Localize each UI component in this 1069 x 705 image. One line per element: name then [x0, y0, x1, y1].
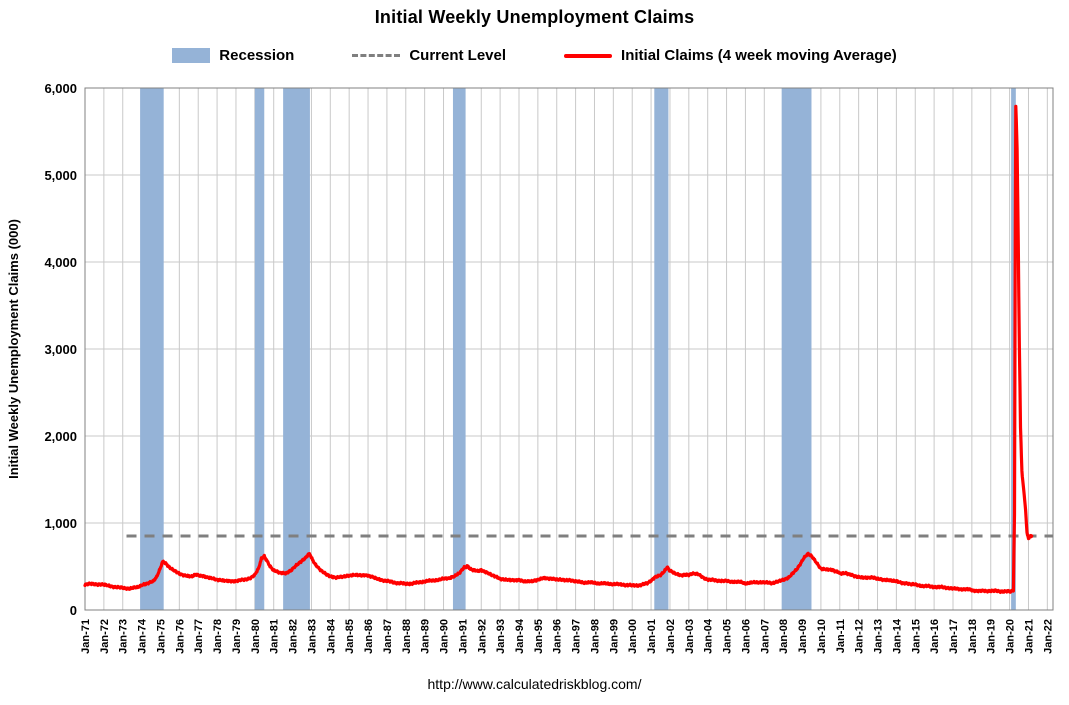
- svg-text:Jan-82: Jan-82: [288, 619, 300, 654]
- page-title: Initial Weekly Unemployment Claims: [374, 7, 695, 27]
- svg-text:1,000: 1,000: [44, 516, 77, 531]
- svg-text:4,000: 4,000: [44, 255, 77, 270]
- svg-text:Jan-97: Jan-97: [571, 619, 583, 654]
- svg-text:Jan-98: Jan-98: [589, 619, 601, 654]
- svg-text:Jan-78: Jan-78: [212, 619, 224, 654]
- svg-text:Jan-81: Jan-81: [269, 619, 281, 654]
- svg-text:Initial Weekly Unemployment Cl: Initial Weekly Unemployment Claims (000): [6, 219, 21, 479]
- svg-text:Jan-85: Jan-85: [344, 619, 356, 654]
- svg-text:Jan-00: Jan-00: [627, 619, 639, 654]
- current-level-dash-swatch: [352, 54, 401, 57]
- svg-text:Jan-95: Jan-95: [533, 619, 545, 654]
- svg-text:Jan-13: Jan-13: [873, 619, 885, 654]
- chart-legend: Recession Current Level Initial Claims (…: [0, 47, 1069, 64]
- svg-text:Jan-79: Jan-79: [231, 619, 243, 654]
- legend-item-current-level: Current Level: [352, 47, 506, 64]
- svg-text:Jan-03: Jan-03: [684, 619, 696, 654]
- footer-url: http://www.calculatedriskblog.com/: [427, 676, 642, 692]
- legend-label-current-level: Current Level: [409, 47, 507, 64]
- svg-text:Jan-83: Jan-83: [306, 619, 318, 654]
- svg-text:Jan-20: Jan-20: [1005, 619, 1017, 654]
- svg-text:Jan-19: Jan-19: [986, 619, 998, 654]
- svg-text:5,000: 5,000: [44, 168, 77, 183]
- svg-text:Jan-99: Jan-99: [608, 619, 620, 654]
- svg-text:Jan-14: Jan-14: [891, 618, 903, 654]
- svg-text:Jan-22: Jan-22: [1042, 619, 1054, 654]
- svg-text:Jan-87: Jan-87: [382, 619, 394, 654]
- svg-text:Jan-11: Jan-11: [835, 619, 847, 653]
- svg-text:2,000: 2,000: [44, 429, 77, 444]
- svg-text:Jan-89: Jan-89: [420, 619, 432, 654]
- svg-text:Jan-91: Jan-91: [457, 619, 469, 654]
- svg-text:Jan-17: Jan-17: [948, 619, 960, 654]
- svg-text:6,000: 6,000: [44, 81, 77, 96]
- svg-text:Jan-73: Jan-73: [118, 619, 130, 654]
- legend-item-recession: Recession: [172, 47, 294, 64]
- svg-text:Jan-72: Jan-72: [99, 619, 111, 654]
- legend-label-initial-claims: Initial Claims (4 week moving Average): [621, 47, 897, 64]
- legend-item-initial-claims: Initial Claims (4 week moving Average): [564, 47, 897, 64]
- svg-text:Jan-15: Jan-15: [910, 619, 922, 654]
- svg-text:Jan-09: Jan-09: [797, 619, 809, 654]
- svg-text:Jan-08: Jan-08: [778, 619, 790, 654]
- initial-claims-line-swatch: [564, 53, 613, 58]
- svg-text:Jan-88: Jan-88: [401, 619, 413, 654]
- svg-text:Jan-10: Jan-10: [816, 619, 828, 654]
- svg-text:Jan-77: Jan-77: [193, 619, 205, 654]
- svg-text:Jan-16: Jan-16: [929, 619, 941, 654]
- svg-text:Jan-07: Jan-07: [759, 619, 771, 654]
- svg-text:Jan-18: Jan-18: [967, 619, 979, 654]
- svg-text:Jan-94: Jan-94: [514, 618, 526, 654]
- svg-text:Jan-92: Jan-92: [476, 619, 488, 654]
- svg-text:Jan-04: Jan-04: [703, 618, 715, 654]
- svg-text:Jan-74: Jan-74: [137, 618, 149, 654]
- svg-text:Jan-93: Jan-93: [495, 619, 507, 654]
- svg-text:Jan-80: Jan-80: [250, 619, 262, 654]
- svg-text:Jan-84: Jan-84: [325, 618, 337, 654]
- svg-text:3,000: 3,000: [44, 342, 77, 357]
- legend-label-recession: Recession: [219, 47, 295, 64]
- svg-text:Jan-75: Jan-75: [155, 619, 167, 654]
- svg-text:Jan-76: Jan-76: [174, 619, 186, 654]
- svg-text:Jan-05: Jan-05: [722, 619, 734, 654]
- svg-text:Jan-96: Jan-96: [552, 619, 564, 654]
- svg-text:Jan-86: Jan-86: [363, 619, 375, 654]
- svg-text:Jan-90: Jan-90: [439, 619, 451, 654]
- svg-text:Jan-01: Jan-01: [646, 619, 658, 654]
- recession-band-swatch: [172, 48, 211, 63]
- svg-text:Jan-06: Jan-06: [740, 619, 752, 654]
- svg-text:Jan-12: Jan-12: [854, 619, 866, 654]
- svg-text:Jan-21: Jan-21: [1023, 619, 1035, 654]
- svg-text:Jan-71: Jan-71: [80, 619, 92, 654]
- svg-text:Jan-02: Jan-02: [665, 619, 677, 654]
- svg-text:0: 0: [70, 603, 77, 618]
